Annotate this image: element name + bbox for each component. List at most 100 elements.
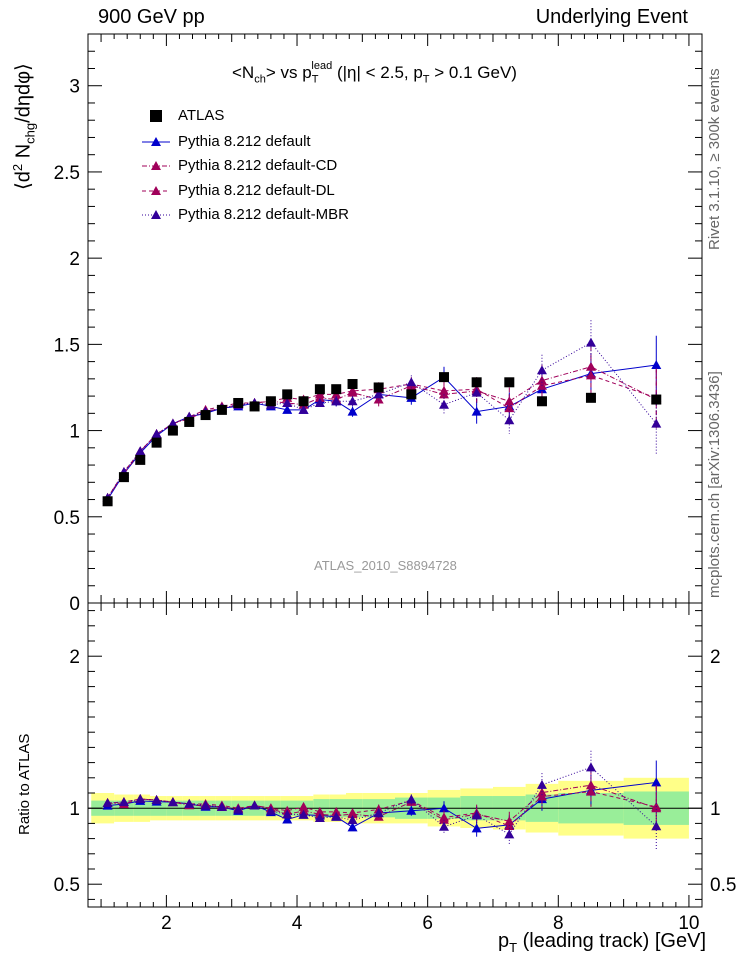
pythia-8-212-default-mbr-point <box>504 415 515 425</box>
legend-solid-triangle-icon <box>142 137 170 147</box>
x-tick-label: 8 <box>553 913 564 934</box>
ratio-y-tick-label: 0.5 <box>54 875 80 896</box>
pythia-8-212-default-dl-ratio-point <box>314 806 325 816</box>
pythia-8-212-default-mbr-point <box>585 337 596 347</box>
atlas-data-point <box>167 425 178 436</box>
pythia-8-212-default-mbr-point <box>347 396 358 406</box>
pythia-8-212-default-mbr-ratio-point <box>282 809 293 819</box>
pythia-8-212-default-mbr-point <box>331 396 342 406</box>
pythia-8-212-default-mbr-ratio-point <box>265 805 276 815</box>
legend-entry-default: Pythia 8.212 default <box>142 133 311 150</box>
legend-dashdot-triangle-icon <box>142 161 170 171</box>
legend-entry-default-dl: Pythia 8.212 default-DL <box>142 182 335 199</box>
pythia-8-212-default-ratio-point <box>651 777 662 787</box>
atlas-data-point <box>184 416 195 427</box>
pythia-8-212-default-mbr-ratio-point <box>471 810 482 820</box>
ratio-series <box>102 750 662 850</box>
pythia-8-212-default-mbr-ratio-point <box>347 815 358 825</box>
pythia-8-212-default-point <box>651 360 662 370</box>
pythia-8-212-default-mbr-point <box>151 429 162 439</box>
atlas-data-point <box>347 379 358 390</box>
pythia-8-212-default-mbr-point <box>135 446 146 456</box>
main-y-tick-label: 0.5 <box>54 508 80 529</box>
pythia-8-212-default-ratio-point <box>471 823 482 833</box>
atlas-data-point <box>151 437 162 448</box>
atlas-data-point <box>118 472 129 483</box>
pythia-8-212-default-mbr-ratio-point <box>184 798 195 808</box>
plot-title: <Nch> vs pTlead (|η| < 2.5, pT > 0.1 GeV… <box>232 60 517 86</box>
axis-ticks <box>88 33 702 907</box>
x-tick-label: 6 <box>422 913 433 934</box>
pythia-8-212-default-mbr-point <box>438 399 449 409</box>
pythia-8-212-default-mbr-ratio-line <box>107 766 657 835</box>
ratio-y-tick-label: 2 <box>69 647 80 668</box>
pythia-8-212-default-mbr-ratio-point <box>216 801 227 811</box>
pythia-8-212-default-mbr-point <box>373 389 384 399</box>
atlas-data-point <box>536 396 547 407</box>
pythia-8-212-default-mbr-ratio-point <box>331 811 342 821</box>
pythia-8-212-default-mbr-ratio-point <box>298 809 309 819</box>
pythia-8-212-default-cd-point <box>585 361 596 371</box>
pythia-8-212-default-ratio-point <box>406 805 417 815</box>
x-tick-label: 4 <box>292 913 303 934</box>
ratio-panel-frame <box>87 602 703 908</box>
axis-tick-labels: 2 4 6 8 10 0 0.5 1 1.5 2 2.5 3 0.5 0.5 1 1 2 2 <box>54 77 737 934</box>
ratio-y-tick-label: 2 <box>710 647 721 668</box>
x-axis-label: pT (leading track) [GeV] <box>497 930 706 955</box>
pythia-8-212-default-mbr-point <box>471 387 482 397</box>
atlas-data-point <box>438 372 449 383</box>
pythia-8-212-default-mbr-ratio-point <box>314 813 325 823</box>
pythia-8-212-default-mbr-ratio-point <box>151 795 162 805</box>
legend-entry-default-mbr: Pythia 8.212 default-MBR <box>142 206 349 223</box>
pythia-8-212-default-dl-ratio-point <box>331 806 342 816</box>
pythia-8-212-default-dl-point <box>438 385 449 395</box>
atlas-data-point <box>102 496 113 507</box>
pythia-8-212-default-dl-ratio-point <box>347 807 358 817</box>
main-y-tick-label: 2 <box>69 249 80 270</box>
pythia-8-212-default-mbr-ratio-point <box>102 798 113 808</box>
main-y-tick-label: 1.5 <box>54 335 80 356</box>
pythia-8-212-default-ratio-point <box>282 814 293 824</box>
atlas-data-point <box>282 389 293 400</box>
pythia-8-212-default-mbr-point <box>651 418 662 428</box>
header-left: 900 GeV pp <box>98 6 205 28</box>
atlas-data-point <box>200 410 211 421</box>
atlas-data-point <box>406 389 417 400</box>
plot-frames <box>87 33 703 908</box>
atlas-data-point <box>249 401 260 412</box>
pythia-8-212-default-mbr-point <box>298 404 309 414</box>
ratio-y-tick-label: 0.5 <box>710 875 736 896</box>
pythia-8-212-default-mbr-ratio-point <box>504 829 515 839</box>
legend-dotted-triangle-icon <box>142 210 170 220</box>
atlas-data-point <box>471 377 482 388</box>
pythia-8-212-default-mbr-point <box>282 397 293 407</box>
atlas-data-point <box>651 394 662 405</box>
pythia-8-212-default-dl-point <box>504 403 515 413</box>
x-tick-label: 2 <box>161 913 172 934</box>
pythia-8-212-default-dl-ratio-point <box>438 812 449 822</box>
pythia-8-212-default-mbr-ratio-point <box>406 794 417 804</box>
pythia-8-212-default-point <box>282 404 293 414</box>
atlas-data-point <box>265 396 276 407</box>
atlas-data-point <box>373 382 384 393</box>
main-y-tick-label: 3 <box>69 77 80 98</box>
mcplots-reference-label: mcplots.cern.ch [arXiv:1306.3436] <box>706 371 723 598</box>
ratio-uncertainty-bands <box>88 777 702 839</box>
pythia-8-212-default-mbr-ratio-point <box>118 796 129 806</box>
main-y-tick-label: 0 <box>69 594 80 615</box>
pythia-8-212-default-mbr-ratio-point <box>373 808 384 818</box>
legend-dashed-triangle-icon <box>142 186 170 196</box>
pythia-8-212-default-dl-ratio-point <box>536 791 547 801</box>
pythia-8-212-default-point <box>347 406 358 416</box>
pythia-8-212-default-mbr-point <box>167 418 178 428</box>
atlas-data-point <box>314 384 325 395</box>
pythia-8-212-default-point <box>471 406 482 416</box>
atlas-data-point <box>298 396 309 407</box>
legend-entry-default-cd: Pythia 8.212 default-CD <box>142 157 337 174</box>
atlas-data-point <box>135 454 146 465</box>
atlas-data-point <box>504 377 515 388</box>
pythia-8-212-default-dl-ratio-point <box>298 801 309 811</box>
rivet-version-label: Rivet 3.1.10, ≥ 300k events <box>706 68 723 250</box>
pythia-8-212-default-ratio-point <box>438 803 449 813</box>
